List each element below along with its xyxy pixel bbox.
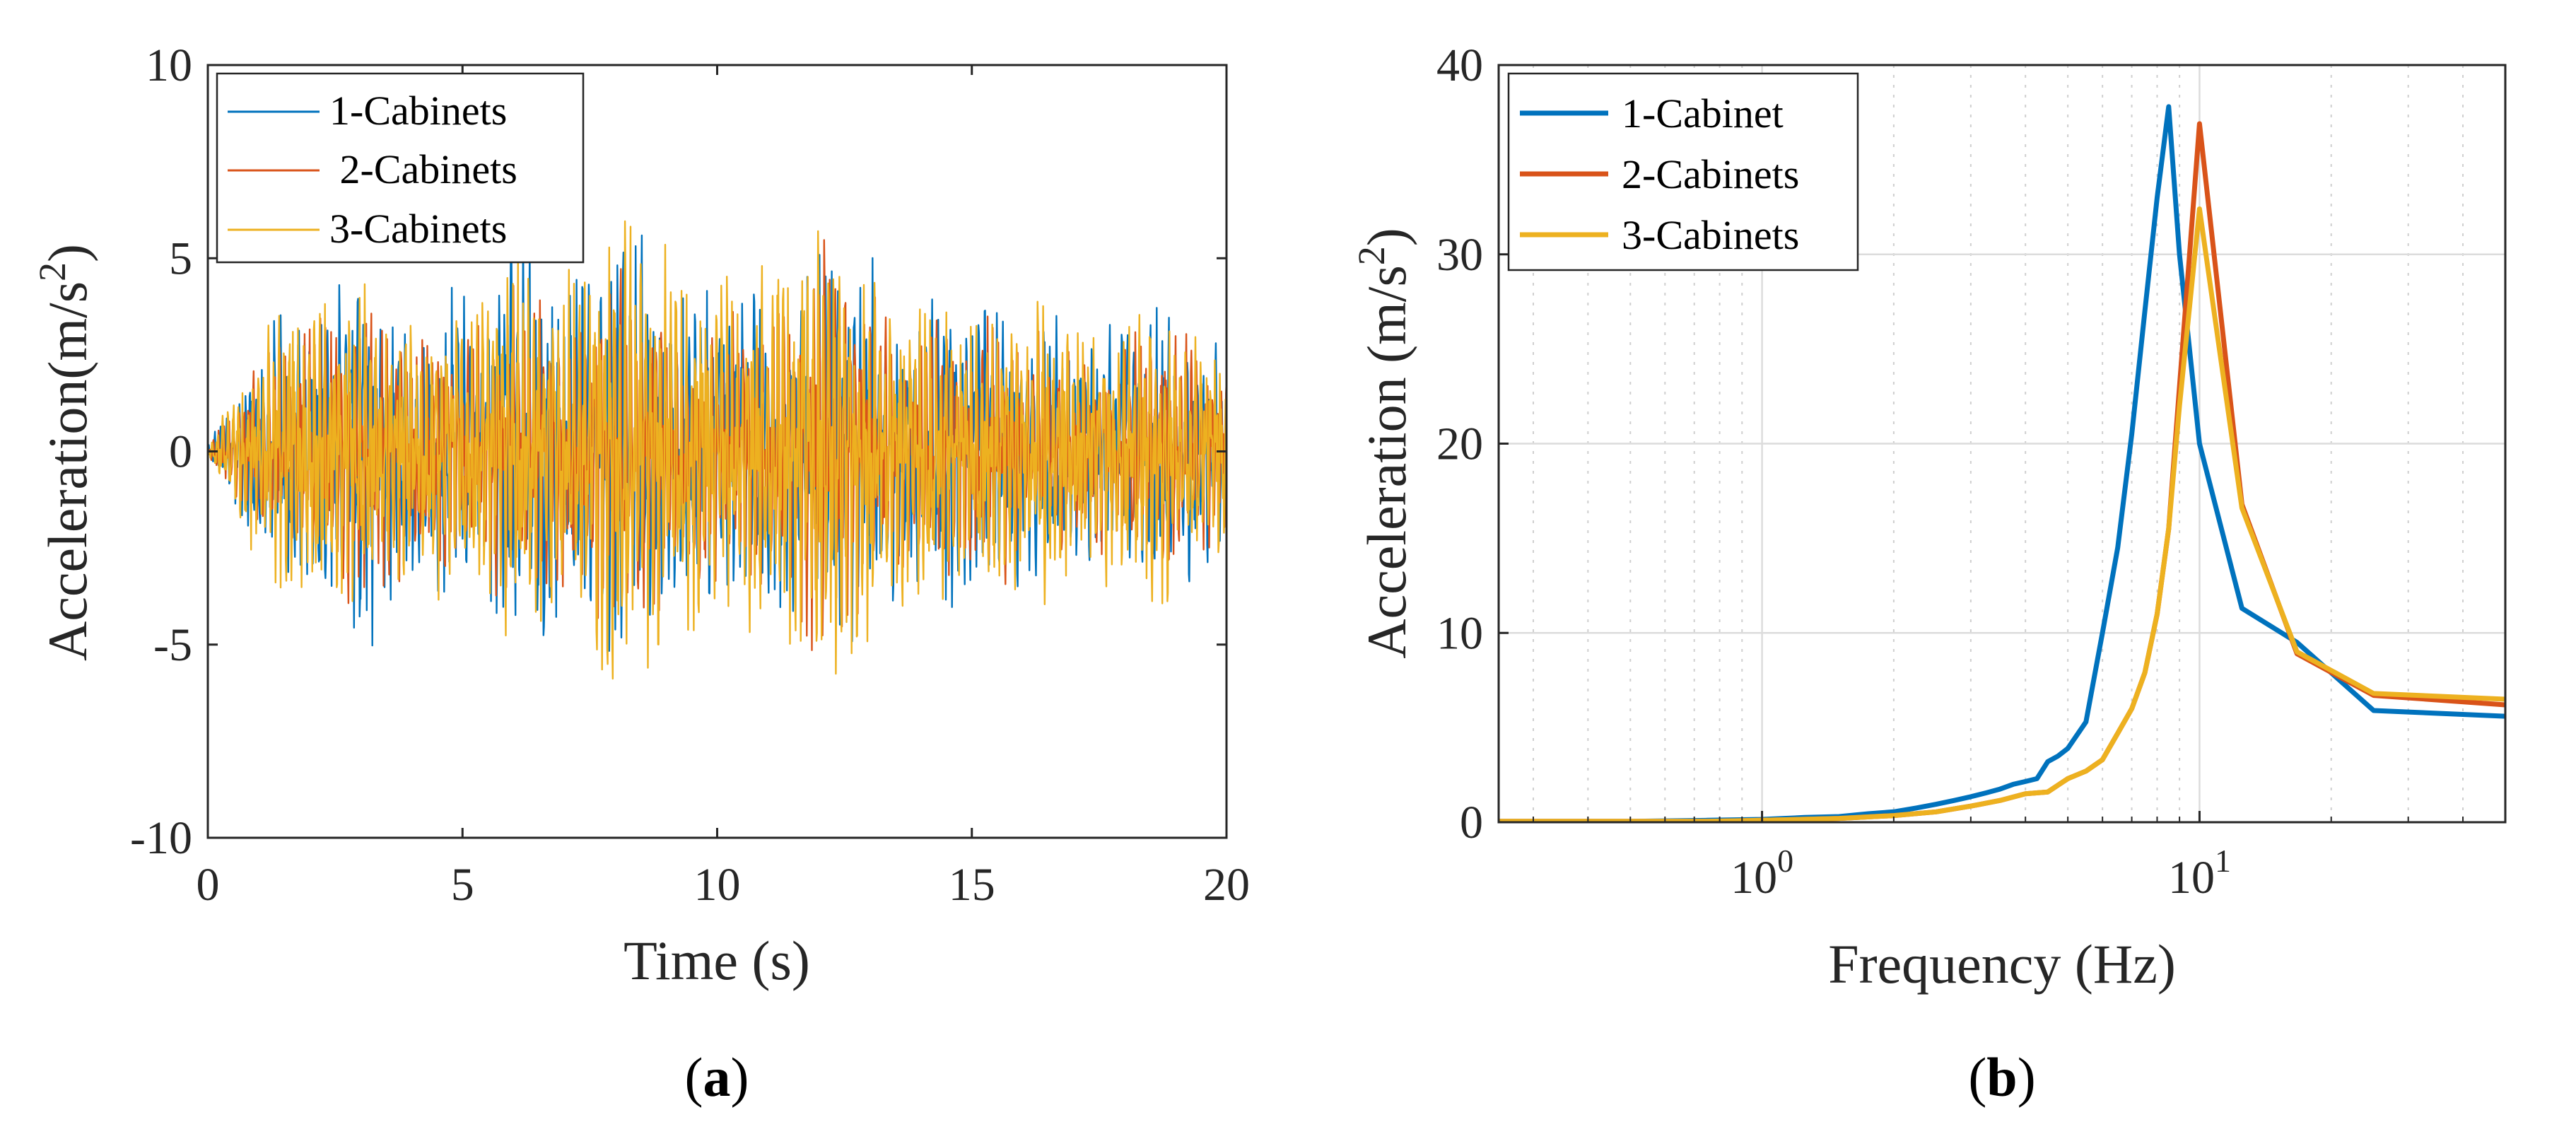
y-tick-label-a: 0 — [169, 426, 192, 478]
series-a-3-cabinets — [208, 220, 1226, 680]
x-tick-label-a: 15 — [949, 859, 995, 911]
x-tick-label-a: 5 — [451, 859, 474, 911]
y-tick-label-b: 40 — [1436, 40, 1483, 91]
y-tick-label-a: 5 — [169, 233, 192, 284]
legend-b-label-1-cabinet: 1-Cabinet — [1622, 90, 1784, 136]
panel-a-ticks: 0 5 10 15 20 -10 -5 0 5 10 — [130, 40, 1250, 911]
legend-a-label-1-cabinets: 1-Cabinets — [329, 88, 507, 134]
series-b-3-cabinets — [1499, 206, 2505, 822]
x-tick-label-b: 101 — [2168, 843, 2231, 904]
y-tick-label-b: 30 — [1436, 229, 1483, 281]
y-tick-label-a: -5 — [153, 619, 192, 671]
y-tick-label-a: 10 — [146, 40, 192, 91]
panel-a-y-axis-label: Acceleration(m/s2) — [31, 244, 98, 661]
y-tick-label-b: 0 — [1460, 797, 1483, 848]
x-tick-label-b: 100 — [1731, 843, 1793, 904]
panel-b-grid — [1499, 65, 2505, 822]
panel-b-caption-label: (b) — [1968, 1046, 2035, 1108]
y-tick-label-b: 20 — [1436, 419, 1483, 470]
panel-b-x-axis-label: Frequency (Hz) — [1828, 933, 2176, 995]
legend-a-label-2-cabinets: 2-Cabinets — [329, 146, 517, 192]
panel-b-series-group — [1499, 104, 2505, 822]
panel-a-caption-label: (a) — [685, 1046, 749, 1108]
panel-a-series-group — [208, 220, 1226, 680]
legend-b-label-2-cabinets: 2-Cabinets — [1622, 151, 1799, 197]
panel-a-x-axis-label: Time (s) — [623, 930, 810, 991]
y-tick-label-a: -10 — [130, 812, 192, 864]
panel-a-time-history: 0 5 10 15 20 -10 -5 0 5 10 1-Cabinets 2-Cabinets … — [31, 40, 1250, 1108]
panel-b-legend: 1-Cabinet 2-Cabinets 3-Cabinets — [1507, 72, 1859, 271]
panel-b-y-axis-label: Acceleration (m/s2) — [1350, 228, 1417, 659]
y-tick-label-b: 10 — [1436, 607, 1483, 659]
x-tick-label-a: 0 — [197, 859, 220, 911]
legend-a-label-3-cabinets: 3-Cabinets — [329, 206, 507, 252]
panel-a-legend: 1-Cabinets 2-Cabinets 3-Cabinets — [216, 72, 585, 264]
x-tick-label-a: 20 — [1203, 859, 1250, 911]
x-tick-label-a: 10 — [694, 859, 741, 911]
legend-b-label-3-cabinets: 3-Cabinets — [1622, 212, 1799, 258]
